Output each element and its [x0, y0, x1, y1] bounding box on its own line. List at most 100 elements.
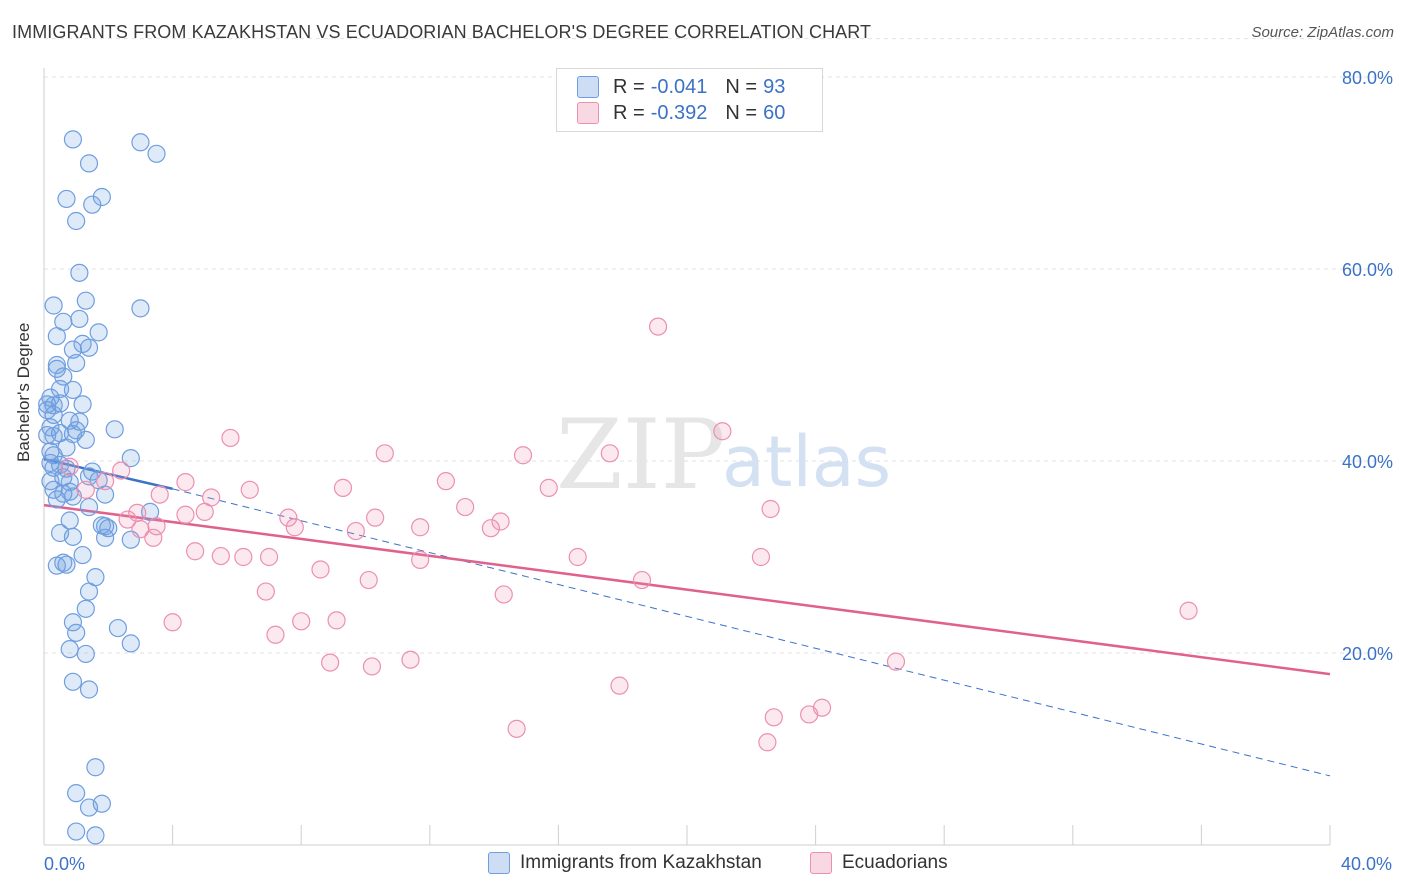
point-kazakhstan [63, 613, 83, 632]
point-ecuadorian [95, 472, 115, 491]
point-ecuadorian [128, 503, 147, 522]
point-kazakhstan [70, 412, 89, 431]
point-ecuadorian [266, 625, 285, 644]
point-ecuadorian [333, 478, 353, 497]
point-ecuadorian [195, 502, 214, 521]
point-ecuadorian [491, 512, 510, 531]
point-ecuadorian [163, 613, 182, 632]
point-ecuadorian [150, 485, 169, 504]
point-kazakhstan [79, 798, 99, 817]
point-kazakhstan [67, 211, 86, 231]
point-kazakhstan [57, 189, 76, 209]
legend-label-ecuadorians: Ecuadorians [842, 852, 948, 873]
point-kazakhstan [44, 296, 63, 315]
point-kazakhstan [92, 187, 111, 207]
point-kazakhstan [131, 133, 150, 152]
point-kazakhstan [44, 458, 63, 477]
point-ecuadorian [259, 547, 279, 567]
point-kazakhstan [73, 395, 92, 414]
point-kazakhstan [76, 430, 95, 449]
stats-legend: R = -0.041 N = 93 R = -0.392 N = 60 [556, 68, 823, 132]
data-points [38, 130, 1198, 845]
stats-row-kazakhstan: R = -0.041 N = 93 [577, 74, 785, 100]
point-ecuadorian [221, 428, 240, 448]
point-kazakhstan [86, 826, 105, 845]
point-ecuadorian [311, 560, 330, 579]
y-tick-label: 40.0% [1342, 452, 1393, 472]
trend-line-kazakhstan-extended [172, 488, 1331, 777]
point-kazakhstan [44, 480, 63, 499]
point-ecuadorian [411, 518, 430, 537]
point-kazakhstan [63, 130, 83, 149]
n-value: 60 [763, 101, 786, 124]
point-ecuadorian [346, 521, 365, 541]
point-kazakhstan [131, 299, 150, 318]
point-kazakhstan [108, 618, 128, 638]
stats-row-ecuadorians: R = -0.392 N = 60 [577, 100, 785, 126]
point-kazakhstan [79, 154, 99, 173]
trend-line-ecuadorians [43, 503, 1331, 676]
x-tick-label-min: 0.0% [44, 854, 85, 874]
point-ecuadorian [359, 570, 378, 590]
point-ecuadorian [513, 446, 533, 465]
ecuadorians-swatch [577, 102, 599, 124]
ecuadorians-legend-swatch [810, 852, 832, 874]
point-kazakhstan [67, 784, 86, 803]
legend-item-ecuadorians: Ecuadorians [810, 852, 948, 874]
chart-source: Source: ZipAtlas.com [1251, 24, 1394, 41]
point-ecuadorian [568, 547, 587, 567]
point-ecuadorian [764, 708, 783, 727]
point-kazakhstan [83, 195, 102, 214]
chart-title: IMMIGRANTS FROM KAZAKHSTAN VS ECUADORIAN… [12, 22, 872, 42]
point-ecuadorian [256, 582, 275, 601]
y-axis-label: Bachelor's Degree [14, 322, 33, 462]
n-label: N = [725, 75, 758, 98]
watermark-zip: ZIP [556, 399, 725, 511]
point-ecuadorian [401, 650, 420, 669]
point-ecuadorian [600, 444, 619, 463]
point-kazakhstan [38, 395, 57, 414]
r-label: R = [613, 101, 645, 124]
point-ecuadorian [610, 676, 629, 695]
n-value: 93 [763, 75, 786, 98]
point-kazakhstan [73, 545, 92, 565]
point-kazakhstan [79, 338, 99, 357]
point-kazakhstan [54, 553, 73, 572]
point-ecuadorian [186, 542, 205, 561]
kazakhstan-swatch [577, 76, 599, 98]
point-ecuadorian [481, 519, 500, 538]
point-kazakhstan [99, 519, 118, 538]
point-kazakhstan [79, 680, 99, 699]
point-kazakhstan [57, 438, 76, 457]
point-kazakhstan [60, 411, 79, 430]
point-ecuadorian [436, 472, 455, 491]
point-ecuadorian [375, 444, 394, 463]
point-ecuadorian [362, 657, 382, 676]
point-ecuadorian [812, 698, 832, 717]
watermark: ZIP atlas [556, 399, 891, 511]
point-kazakhstan [60, 640, 79, 659]
point-ecuadorian [240, 480, 259, 499]
x-tick-label-max: 40.0% [1341, 854, 1392, 874]
point-ecuadorian [285, 518, 304, 537]
point-kazakhstan [95, 528, 115, 547]
point-kazakhstan [67, 822, 86, 841]
point-ecuadorian [144, 528, 163, 547]
point-ecuadorian [112, 461, 131, 480]
point-kazakhstan [79, 497, 99, 517]
y-tick-label: 20.0% [1342, 644, 1393, 664]
point-kazakhstan [121, 449, 140, 468]
point-kazakhstan [79, 582, 99, 601]
point-ecuadorian [327, 611, 346, 630]
point-ecuadorian [176, 505, 195, 524]
point-kazakhstan [86, 758, 105, 777]
point-ecuadorian [886, 652, 906, 671]
point-kazakhstan [63, 340, 83, 359]
point-ecuadorian [648, 317, 668, 336]
point-kazakhstan [76, 599, 95, 618]
r-value: -0.392 [650, 101, 708, 124]
y-tick-label: 80.0% [1342, 68, 1393, 88]
kazakhstan-legend-swatch [488, 852, 510, 874]
point-kazakhstan [70, 263, 89, 282]
